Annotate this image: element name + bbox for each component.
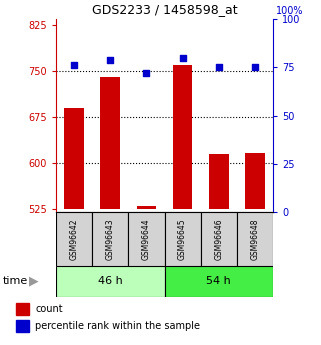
Text: 46 h: 46 h [98, 276, 123, 286]
Point [216, 65, 221, 70]
Bar [16, 320, 29, 332]
Bar [201, 212, 237, 266]
Text: 100%: 100% [276, 6, 304, 16]
Text: GSM96645: GSM96645 [178, 218, 187, 260]
Bar [164, 266, 273, 297]
Bar [136, 206, 156, 209]
Point [108, 57, 113, 62]
Bar [173, 65, 193, 209]
Text: GSM96643: GSM96643 [106, 218, 115, 260]
Text: GSM96642: GSM96642 [70, 218, 79, 260]
Point [144, 70, 149, 76]
Text: percentile rank within the sample: percentile rank within the sample [35, 321, 200, 331]
Text: 54 h: 54 h [206, 276, 231, 286]
Text: ▶: ▶ [29, 275, 39, 288]
Text: count: count [35, 304, 63, 314]
Bar [92, 212, 128, 266]
Bar [209, 154, 229, 209]
Title: GDS2233 / 1458598_at: GDS2233 / 1458598_at [92, 3, 237, 17]
Text: GSM96648: GSM96648 [250, 218, 259, 260]
Text: GSM96644: GSM96644 [142, 218, 151, 260]
Bar [100, 77, 120, 209]
Bar [16, 303, 29, 315]
Bar [164, 212, 201, 266]
Bar [237, 212, 273, 266]
Bar [56, 266, 164, 297]
Text: GSM96646: GSM96646 [214, 218, 223, 260]
Text: time: time [3, 276, 29, 286]
Point [72, 62, 77, 68]
Bar [56, 212, 92, 266]
Bar [64, 108, 84, 209]
Point [252, 65, 257, 70]
Bar [128, 212, 164, 266]
Bar [245, 153, 265, 209]
Point [180, 55, 185, 60]
